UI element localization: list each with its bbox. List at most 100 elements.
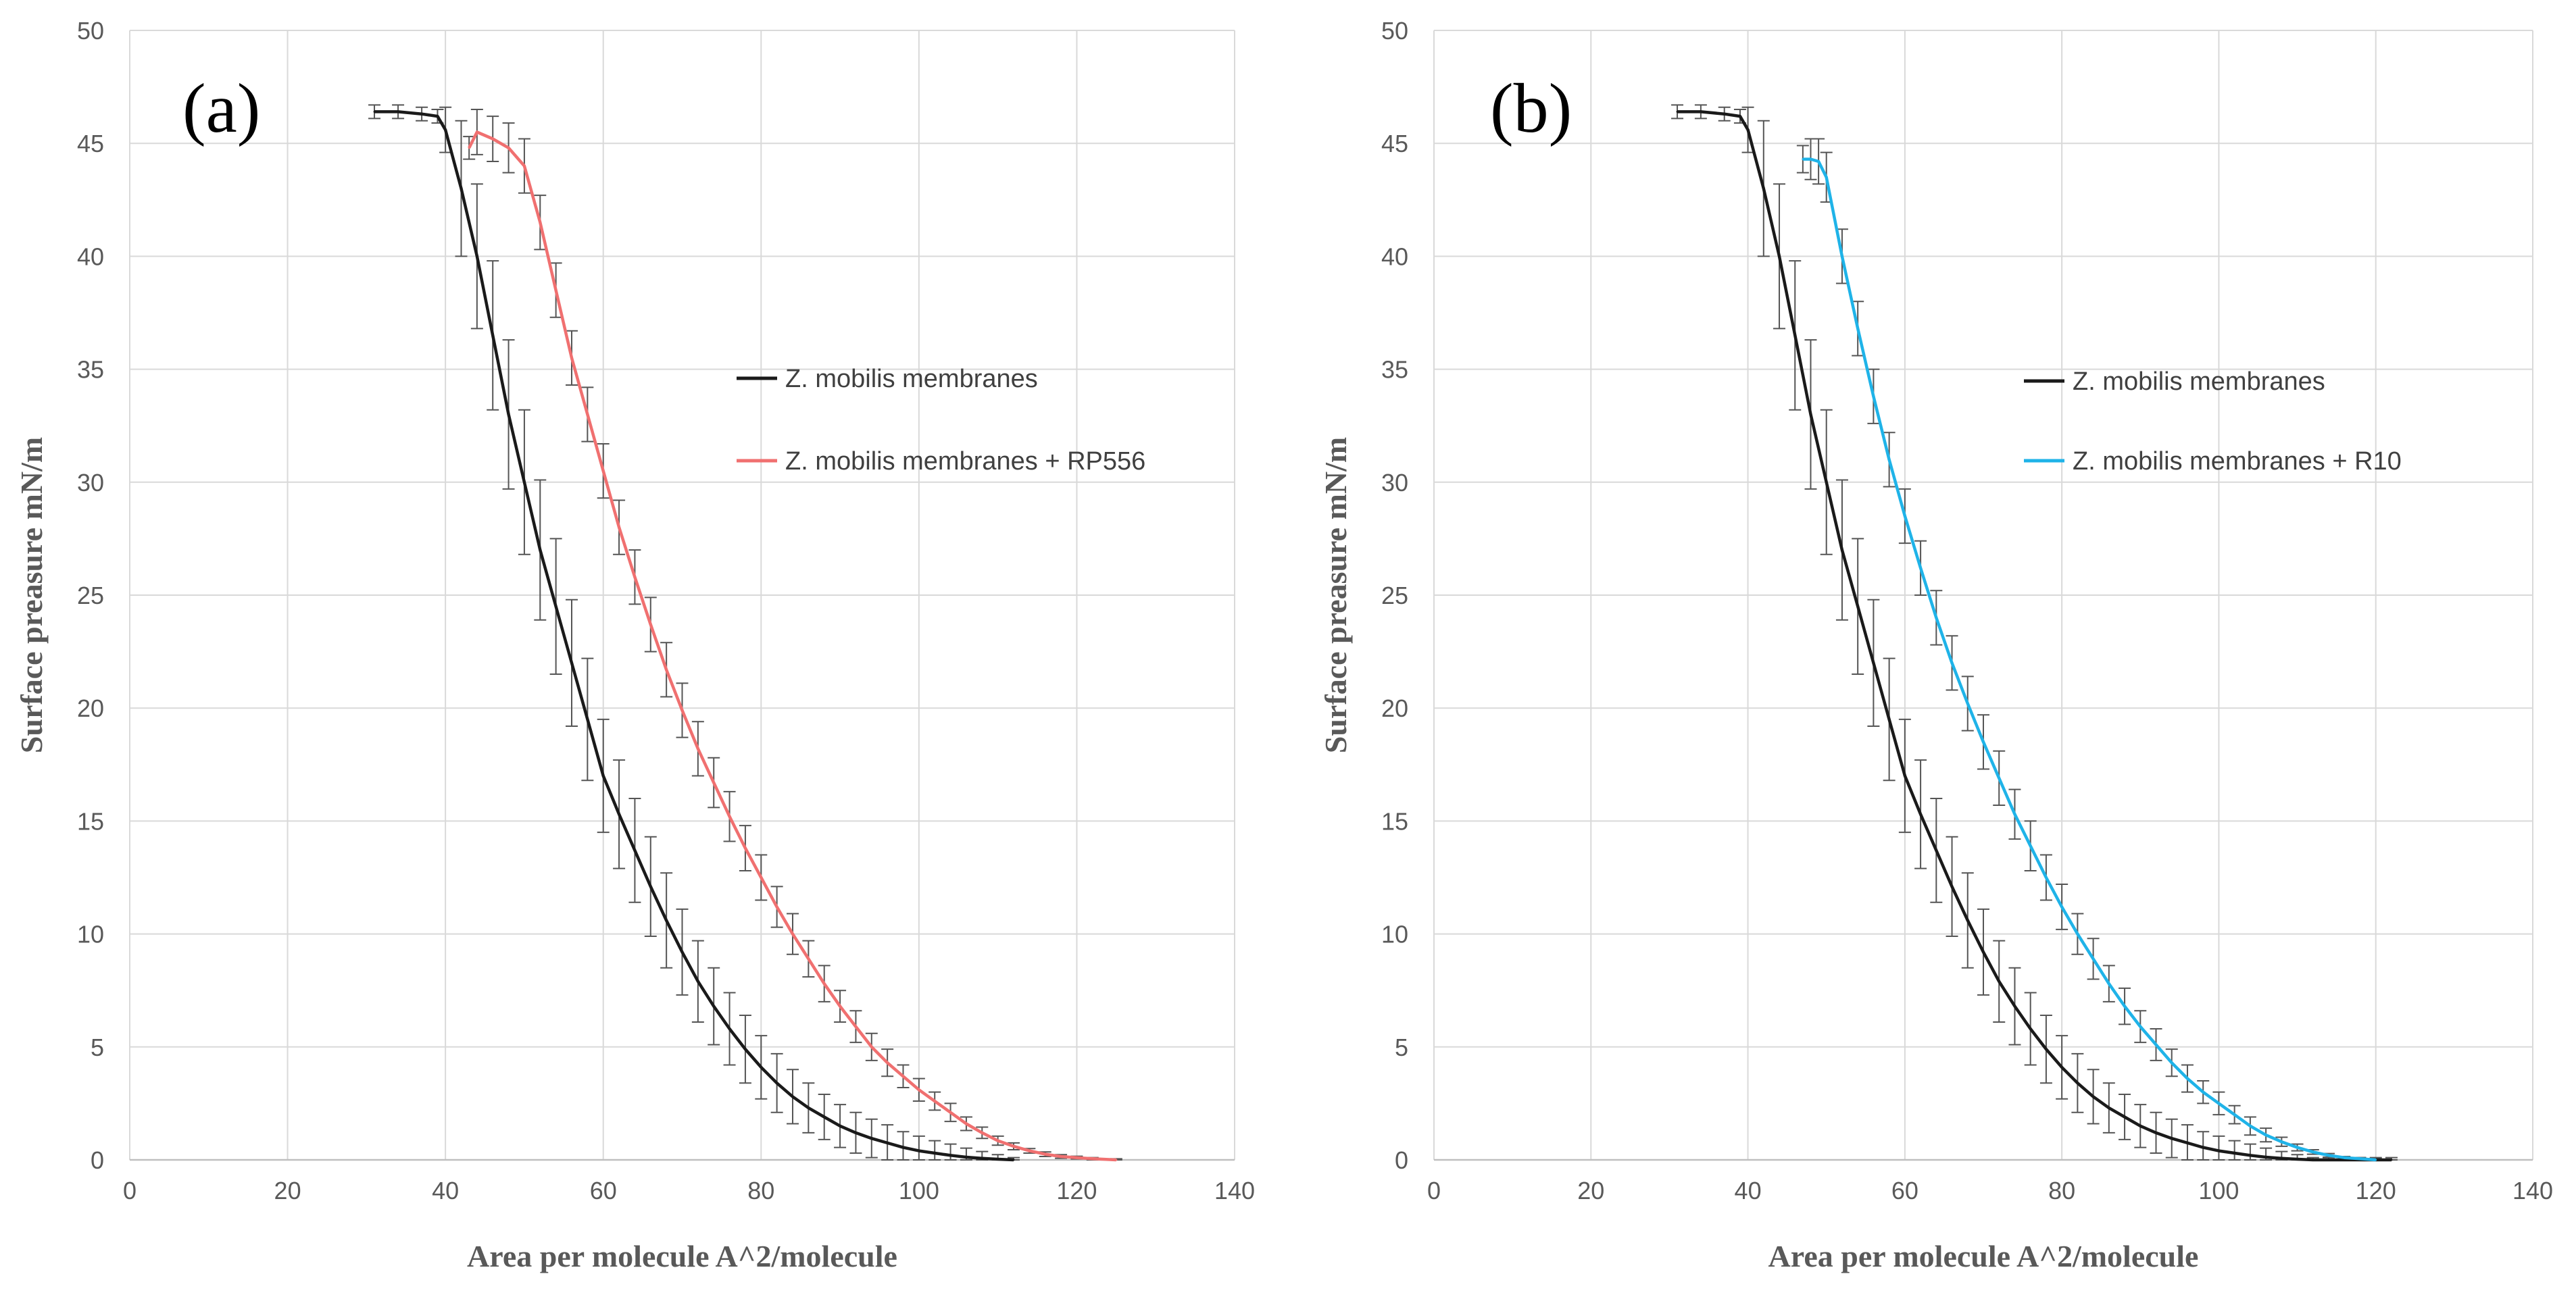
data-point [2186,1077,2189,1080]
data-point [1825,176,1828,178]
data-point [2202,1091,2204,1094]
legend-label-1: Z. mobilis membranes [2073,367,2325,396]
data-point [744,1048,747,1050]
data-point [2060,1066,2063,1069]
y-axis-title: Surface preasure mN/m [14,437,49,753]
data-point [570,357,573,359]
data-point [2264,1134,2267,1136]
series-2 [463,109,1122,1161]
data-point [1935,849,1937,852]
x-tick-label: 80 [2048,1177,2075,1204]
data-point [618,526,620,529]
data-point [1982,950,1985,953]
data-point [2233,1113,2236,1116]
data-point [397,110,399,113]
data-point [570,661,573,664]
x-tick-label: 140 [1214,1177,1255,1204]
data-point [1012,1159,1015,1161]
data-point [2139,1025,2141,1028]
data-point [728,1027,731,1030]
data-point [2312,1159,2314,1161]
data-point [681,950,683,953]
data-point [2155,1131,2158,1134]
data-point [476,255,478,257]
data-point [633,576,636,578]
data-point [2312,1150,2314,1153]
data-point [586,718,589,721]
data-point [791,1095,794,1098]
data-point [523,481,526,484]
data-point [420,113,423,116]
data-point [1919,813,1922,815]
data-point [2045,1048,2048,1050]
data-point [965,1122,968,1125]
data-point [1817,160,1820,163]
chart-panel-2: 0 5 10 15 20 25 30 35 40 45 50 0 20 40 60 80 100 120 140 Ar… [1318,17,2553,1273]
data-point [2249,1154,2252,1156]
legend-label-2: Z. mobilis membranes + RP556 [785,447,1145,476]
chart-panel-1: 0 5 10 15 20 25 30 35 40 45 50 0 20 40 60 80 100 120 140 Ar… [14,17,1255,1273]
legend-label-2: Z. mobilis membranes + R10 [2073,447,2402,476]
data-point [1802,158,1804,161]
y-axis-title: Surface preasure mN/m [1318,437,1353,753]
data-point [712,1005,715,1008]
data-point [1966,919,1969,922]
data-point [760,1066,762,1069]
data-point [1060,1155,1062,1158]
data-point [1028,1150,1031,1152]
data-point [918,1150,920,1152]
data-point [1982,740,1985,743]
data-point [1841,549,1843,551]
data-point [2139,1125,2141,1127]
y-tick-label: 20 [77,694,104,722]
data-point [665,668,668,671]
panel-label: (b) [1490,70,1572,147]
data-point [2217,1150,2220,1152]
data-point [997,1158,999,1161]
series-2 [1796,138,2382,1161]
data-point [2045,876,2048,879]
y-tick-label: 0 [1395,1146,1408,1174]
data-point [491,138,494,141]
data-point [870,1137,873,1140]
data-point [2108,982,2110,985]
data-point [460,187,462,190]
data-point [933,1152,936,1154]
data-point [2233,1152,2236,1154]
data-point [2155,1043,2158,1046]
data-point [776,1082,778,1084]
data-point [2186,1142,2189,1144]
data-point [468,147,470,149]
y-tick-label: 30 [1381,469,1408,497]
data-point [1012,1145,1015,1148]
data-point [2108,1107,2110,1109]
y-tick-label: 25 [77,582,104,609]
data-point [2217,1102,2220,1104]
x-tick-label: 140 [2512,1177,2553,1204]
data-point [602,775,605,778]
y-tick-label: 40 [77,243,104,270]
x-tick-label: 0 [123,1177,137,1204]
data-point [2013,813,2016,815]
data-point [918,1088,920,1091]
data-point [649,623,652,626]
data-point [760,876,762,879]
data-point [491,334,494,336]
data-point [1700,110,1702,113]
series-line-2 [468,130,1116,1162]
y-tick-label: 30 [77,469,104,497]
data-point [1951,885,1954,888]
data-point [665,919,668,922]
data-point [1841,255,1843,257]
data-point [618,813,620,815]
data-point [902,1146,904,1149]
y-tick-label: 10 [77,921,104,948]
data-point [981,1157,983,1160]
data-point [2327,1154,2330,1156]
data-point [1966,703,1969,705]
data-point [1951,661,1954,664]
data-point [2029,1027,2032,1030]
data-point [2280,1157,2283,1160]
y-tick-label: 45 [1381,130,1408,157]
data-point [2343,1159,2346,1161]
